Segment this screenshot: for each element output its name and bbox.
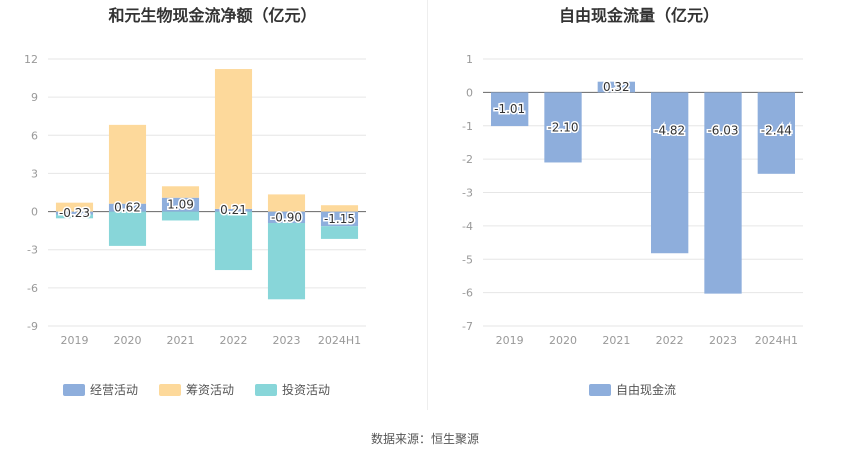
bar-投资活动 xyxy=(267,223,306,300)
x-tick-label: 2020 xyxy=(549,334,577,347)
data-label: -2.10 xyxy=(547,120,578,134)
y-tick-label: 3 xyxy=(31,167,38,180)
x-tick-label: 2022 xyxy=(656,334,684,347)
bar-筹资活动 xyxy=(320,205,359,212)
bar-经营活动 xyxy=(161,197,200,212)
y-tick-label: -5 xyxy=(462,253,473,266)
bar-筹资活动 xyxy=(267,194,306,212)
bar-经营活动 xyxy=(214,208,253,212)
bar-筹资活动 xyxy=(55,202,94,212)
legend-label: 筹资活动 xyxy=(186,383,234,397)
data-label: 0.62 xyxy=(114,201,141,215)
bar-筹资活动 xyxy=(108,124,147,204)
x-tick-label: 2019 xyxy=(61,334,89,347)
y-tick-label: 0 xyxy=(466,86,473,99)
y-tick-label: 12 xyxy=(24,53,38,66)
bar-筹资活动 xyxy=(161,186,200,198)
bar-经营活动 xyxy=(320,211,359,227)
bar-自由现金流 xyxy=(757,92,795,174)
bar-投资活动 xyxy=(55,214,94,219)
x-tick-label: 2019 xyxy=(496,334,524,347)
bar-自由现金流 xyxy=(544,92,582,163)
y-tick-label: -6 xyxy=(27,282,38,295)
y-tick-label: -3 xyxy=(462,187,473,200)
x-tick-label: 2024H1 xyxy=(318,334,361,347)
data-label: 0.21 xyxy=(220,203,247,217)
bar-筹资活动 xyxy=(214,69,253,209)
y-tick-label: -4 xyxy=(462,220,473,233)
y-tick-label: 1 xyxy=(466,53,473,66)
bar-投资活动 xyxy=(320,226,359,239)
y-tick-label: -2 xyxy=(462,153,473,166)
bar-自由现金流 xyxy=(491,92,529,127)
bar-经营活动 xyxy=(108,203,147,212)
data-label: -2.44 xyxy=(761,123,792,137)
legend-swatch xyxy=(63,384,85,396)
x-tick-label: 2023 xyxy=(709,334,737,347)
x-tick-label: 2021 xyxy=(167,334,195,347)
data-label: -0.23 xyxy=(59,206,90,220)
bar-投资活动 xyxy=(161,211,200,221)
bar-投资活动 xyxy=(214,211,253,271)
bar-自由现金流 xyxy=(597,81,635,93)
x-tick-label: 2023 xyxy=(273,334,301,347)
legend-swatch xyxy=(589,384,611,396)
y-tick-label: -7 xyxy=(462,320,473,333)
data-label: -1.15 xyxy=(324,212,355,226)
chart-divider xyxy=(427,0,428,410)
data-label: 0.32 xyxy=(603,80,630,94)
y-tick-label: -9 xyxy=(27,320,38,333)
right-chart: -7 -6 -5 -4 -3 -2 -1 0 1 2019 2020 2021 2022 2023 2024… xyxy=(462,53,803,397)
legend-swatch xyxy=(255,384,277,396)
legend-label: 经营活动 xyxy=(90,383,138,397)
bar-自由现金流 xyxy=(651,92,689,254)
data-label: -1.01 xyxy=(494,102,525,116)
x-tick-label: 2021 xyxy=(602,334,630,347)
left-chart-title: 和元生物现金流净额（亿元） xyxy=(108,6,317,25)
left-chart: -9 -6 -3 0 3 6 9 12 2019 2020 2021 2022 2023 2024H1 -0… xyxy=(24,53,366,397)
data-label: 1.09 xyxy=(167,198,194,212)
x-tick-label: 2022 xyxy=(220,334,248,347)
y-tick-label: 6 xyxy=(31,129,38,142)
bar-投资活动 xyxy=(108,211,147,246)
y-tick-label: -3 xyxy=(27,244,38,257)
bar-经营活动 xyxy=(55,211,94,215)
legend-label: 自由现金流 xyxy=(616,382,676,397)
y-tick-label: 0 xyxy=(31,206,38,219)
data-source: 数据来源：恒生聚源 xyxy=(370,432,479,446)
right-chart-title: 自由现金流量（亿元） xyxy=(558,6,719,25)
y-tick-label: -6 xyxy=(462,287,473,300)
x-tick-label: 2024H1 xyxy=(755,334,798,347)
bar-经营活动 xyxy=(267,211,306,224)
x-tick-label: 2020 xyxy=(114,334,142,347)
bar-自由现金流 xyxy=(704,92,742,294)
charts-canvas: -9 -6 -3 0 3 6 9 12 2019 2020 2021 2022 2023 2024H1 -0… xyxy=(24,53,803,397)
data-label: -4.82 xyxy=(654,123,685,137)
y-tick-label: -1 xyxy=(462,120,473,133)
y-tick-label: 9 xyxy=(31,91,38,104)
legend-swatch xyxy=(159,384,181,396)
data-label: -0.90 xyxy=(271,210,302,224)
legend-label: 投资活动 xyxy=(282,382,330,397)
data-label: -6.03 xyxy=(707,123,738,137)
